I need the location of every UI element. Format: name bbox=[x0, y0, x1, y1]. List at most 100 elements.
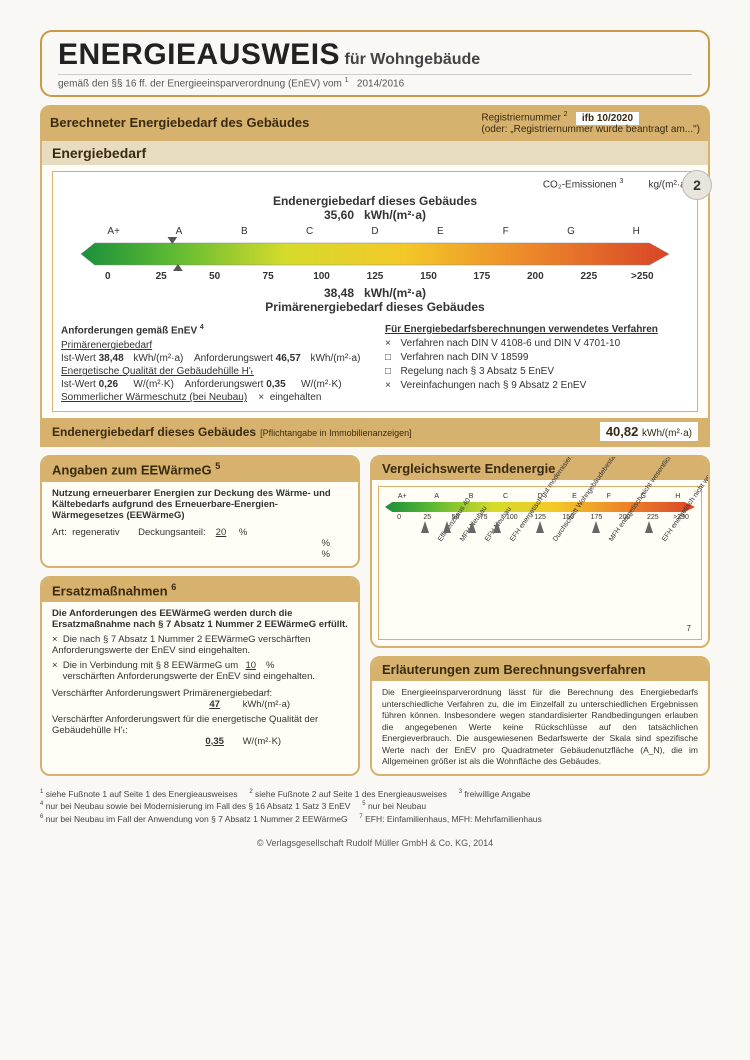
end-band-sub: [Pflichtangabe in Immobilienanzeigen] bbox=[260, 428, 412, 438]
scale-class: D bbox=[342, 226, 407, 237]
scale-class: A bbox=[146, 226, 211, 237]
page-number: 2 bbox=[693, 177, 701, 193]
end-label-row: Endenergiebedarf dieses Gebäudes 35,60 k… bbox=[61, 194, 689, 222]
co2-line: CO₂-Emissionen 3 kg/(m²·a) bbox=[61, 178, 689, 190]
end-band-unit: kWh/(m²·a) bbox=[642, 428, 692, 439]
footnotes: 1 siehe Fußnote 1 auf Seite 1 des Energi… bbox=[40, 788, 710, 826]
ersatz-box: Ersatzmaßnahmen 6 Die Anforderungen des … bbox=[40, 576, 360, 776]
end-unit: kWh/(m²·a) bbox=[364, 208, 426, 222]
anforderungen-left: Anforderungen gemäß EnEV 4 Primärenergie… bbox=[61, 324, 365, 405]
r2-anf-u: W/(m²·K) bbox=[301, 379, 342, 390]
scale-tick: 25 bbox=[134, 271, 187, 282]
ersatz-title: Ersatzmaßnahmen 6 bbox=[42, 578, 358, 602]
fn1: siehe Fußnote 1 auf Seite 1 des Energiea… bbox=[46, 789, 238, 799]
ersatz-b1: Die nach § 7 Absatz 1 Nummer 2 EEWärmeG … bbox=[52, 634, 310, 656]
legal-text: gemäß den §§ 16 ff. der Energieeinsparve… bbox=[58, 78, 342, 89]
end-band-value: 40,82 kWh/(m²·a) bbox=[600, 422, 698, 441]
eeg-title-text: Angaben zum EEWärmeG bbox=[52, 463, 212, 478]
section-header-bar: Berechneter Energiebedarf des Gebäudes R… bbox=[40, 105, 710, 140]
energiebedarf-title: Energiebedarf bbox=[42, 141, 708, 165]
verfahren-item: □ Verfahren nach DIN V 18599 bbox=[385, 352, 689, 363]
r1-ist-v: 38,48 bbox=[99, 353, 131, 364]
legal-line: gemäß den §§ 16 ff. der Energieeinsparve… bbox=[58, 74, 692, 89]
end-band-num: 40,82 bbox=[606, 424, 639, 439]
fn7-bottom: EFH: Einfamilienhaus, MFH: Mehrfamilienh… bbox=[365, 814, 542, 824]
r2-anf-l: Anforderungswert bbox=[185, 379, 264, 390]
legal-sup: 1 bbox=[345, 77, 349, 84]
prim-label: Primärenergiebedarf dieses Gebäudes bbox=[61, 300, 689, 314]
vergleich-marker: EFH energetisch nicht wesentlich moderni… bbox=[649, 521, 653, 533]
vergleich-box: Vergleichswerte Endenergie A+ABCDEFGH bbox=[370, 455, 710, 648]
anf-row2-label: Energetische Qualität der Gebäudehülle H… bbox=[61, 366, 365, 377]
scale-tick: 0 bbox=[81, 271, 134, 282]
scale-class: H bbox=[604, 226, 669, 237]
vergleich-marker: EFH Neubau bbox=[472, 521, 476, 533]
ersatz-v1u: kWh/(m²·a) bbox=[243, 699, 291, 710]
r2-ist-v: 0,26 bbox=[99, 379, 131, 390]
ersatz-v2l: Verschärfter Anforderungswert für die en… bbox=[52, 714, 318, 736]
mini-class: F bbox=[592, 493, 626, 500]
scale-class: F bbox=[473, 226, 538, 237]
prim-value: 38,48 bbox=[324, 286, 354, 300]
vergleich-marker: Durchschnitt Wohngebäudebestand bbox=[540, 521, 544, 533]
r1-anf-u: kWh/(m²·a) bbox=[310, 353, 360, 364]
fn3: freiwillige Angabe bbox=[464, 789, 530, 799]
page: ENERGIEAUSWEIS für Wohngebäude gemäß den… bbox=[40, 30, 710, 848]
erl-text: Die Energieeinsparverordnung lässt für d… bbox=[372, 681, 708, 773]
scale-tick: >250 bbox=[616, 271, 669, 282]
anf-title-sup: 4 bbox=[200, 324, 204, 331]
eeg-pct1: % bbox=[239, 527, 247, 538]
verfahren-item: × Vereinfachungen nach § 9 Absatz 2 EnEV bbox=[385, 380, 689, 391]
eewaermeg-box: Angaben zum EEWärmeG 5 Nutzung erneuerba… bbox=[40, 455, 360, 567]
mini-tick: 25 bbox=[413, 514, 441, 521]
vergleich-marker: MFH energetisch nicht wesentlich moderni… bbox=[596, 521, 600, 533]
anforderungen-right: Für Energiebedarfsberechnungen verwendet… bbox=[385, 324, 689, 405]
reg-hint: (oder: „Registriernummer wurde beantragt… bbox=[481, 124, 700, 135]
eeg-deck-v: 20 bbox=[211, 527, 231, 538]
fn2: siehe Fußnote 2 auf Seite 1 des Energiea… bbox=[255, 789, 447, 799]
eeg-art-l: Art: bbox=[52, 527, 67, 538]
mini-class: A+ bbox=[385, 493, 419, 500]
verfahren-title: Für Energiebedarfsberechnungen verwendet… bbox=[385, 324, 689, 335]
end-band-title: Endenergiebedarf dieses Gebäudes bbox=[52, 425, 256, 439]
r1-ist-u: kWh/(m²·a) bbox=[133, 353, 183, 364]
ersatz-v2v: 0,35 bbox=[195, 736, 235, 747]
anforderungen-block: Anforderungen gemäß EnEV 4 Primärenergie… bbox=[61, 324, 689, 405]
scale-class: E bbox=[408, 226, 473, 237]
r1-anf-v: 46,57 bbox=[276, 353, 308, 364]
scale-tick: 125 bbox=[348, 271, 401, 282]
energiebedarf-box: Energiebedarf CO₂-Emissionen 3 kg/(m²·a)… bbox=[40, 141, 710, 448]
scale-class: G bbox=[538, 226, 603, 237]
vergleich-fn7: 7 bbox=[687, 624, 691, 633]
r2-anf-v: 0,35 bbox=[266, 379, 298, 390]
r1-anf-l: Anforderungswert bbox=[194, 353, 273, 364]
scale-class: C bbox=[277, 226, 342, 237]
r3-label: Sommerlicher Wärmeschutz (bei Neubau) bbox=[61, 392, 247, 403]
reg-label: Registriernummer bbox=[481, 113, 560, 124]
anf-row1-label: Primärenergiebedarf bbox=[61, 340, 365, 351]
mini-class: B bbox=[454, 493, 488, 500]
r3-val: eingehalten bbox=[270, 392, 322, 403]
co2-sup: 3 bbox=[620, 178, 624, 185]
page-number-circle: 2 bbox=[682, 170, 712, 200]
ersatz-b2v: 10 bbox=[241, 660, 261, 671]
vergleich-marker: MFH Neubau bbox=[447, 521, 451, 533]
ersatz-v1l: Verschärfter Anforderungswert Primärener… bbox=[52, 688, 272, 699]
eeg-title: Angaben zum EEWärmeG 5 bbox=[42, 457, 358, 481]
r2-ist-u: W/(m²·K) bbox=[133, 379, 174, 390]
reg-block: Registriernummer 2 ifb 10/2020 (oder: „R… bbox=[481, 111, 700, 134]
copyright: © Verlagsgesellschaft Rudolf Müller GmbH… bbox=[40, 838, 710, 848]
scale-tick: 150 bbox=[402, 271, 455, 282]
end-label: Endenergiebedarf dieses Gebäudes bbox=[61, 194, 689, 208]
ersatz-b2b: verschärften Anforderungswerte der EnEV … bbox=[63, 671, 315, 682]
verfahren-item: × Verfahren nach DIN V 4108-6 und DIN V … bbox=[385, 338, 689, 349]
ersatz-title-text: Ersatzmaßnahmen bbox=[52, 583, 168, 598]
end-band: Endenergiebedarf dieses Gebäudes [Pflich… bbox=[42, 418, 708, 445]
vergleich-marker: EFH energetisch gut modernisiert bbox=[497, 521, 501, 533]
erlaeuterung-box: Erläuterungen zum Berechnungsverfahren D… bbox=[370, 656, 710, 775]
eeg-text: Nutzung erneuerbarer Energien zur Deckun… bbox=[52, 488, 348, 521]
scale-class: B bbox=[212, 226, 277, 237]
scale-tick: 175 bbox=[455, 271, 508, 282]
r1-ist-l: Ist-Wert bbox=[61, 353, 96, 364]
prim-unit: kWh/(m²·a) bbox=[364, 286, 426, 300]
